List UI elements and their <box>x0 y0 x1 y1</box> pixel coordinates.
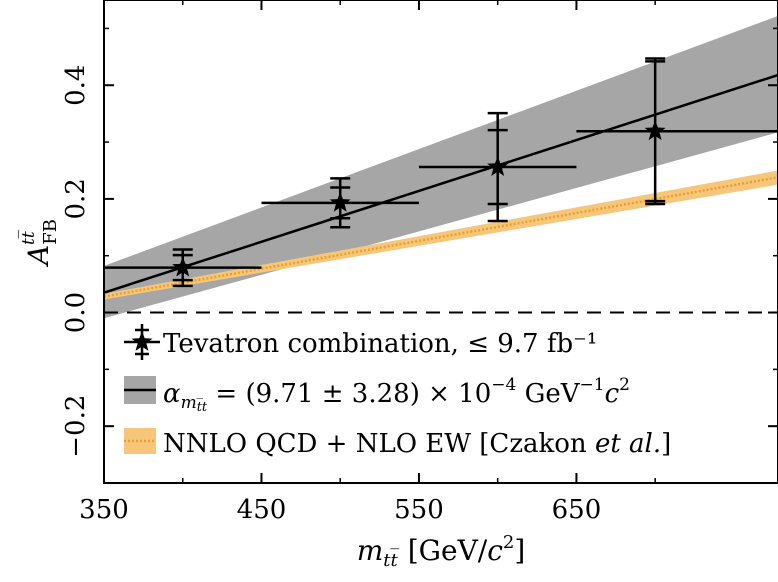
y-tick-label: 0.2 <box>61 178 91 219</box>
legend-label-tevatron: Tevatron combination, ≤ 9.7 fb⁻¹ <box>163 329 597 359</box>
data-point-2 <box>418 111 577 223</box>
band-series-2 <box>104 170 778 300</box>
legend-marker-tevatron <box>124 324 160 360</box>
data-point-0 <box>104 248 262 288</box>
plot-frame <box>103 0 778 484</box>
data-point-1 <box>261 177 419 229</box>
star-marker <box>487 156 509 176</box>
line-series-1 <box>104 73 778 294</box>
legend-marker-nnlo <box>124 428 156 454</box>
x-tick-label: 650 <box>552 495 602 525</box>
star-marker <box>172 256 194 277</box>
y-axis-label: AFBtt̅ <box>17 219 61 268</box>
data-points <box>104 57 778 288</box>
x-ticks: 350 450 550 650 <box>79 0 656 525</box>
legend-label-fit: αmt̅t = (9.71 ± 3.28) × 10−4 GeV−1c2 <box>163 375 630 415</box>
lines <box>104 73 778 314</box>
y-ticks: −0.2 0.0 0.2 0.4 <box>61 27 778 484</box>
star-marker <box>329 191 351 212</box>
star-marker <box>644 120 666 141</box>
legend-label-nnlo: NNLO QCD + NLO EW [Czakon et al.] <box>163 429 671 459</box>
y-tick-label: −0.2 <box>61 395 91 458</box>
y-tick-label: 0.0 <box>61 292 91 333</box>
legend-marker-fit <box>124 376 156 404</box>
x-axis-label: mtt̅ [GeV/c2] <box>357 532 526 571</box>
x-tick-label: 550 <box>394 495 444 525</box>
legend: Tevatron combination, ≤ 9.7 fb⁻¹ αmt̅t =… <box>124 324 671 459</box>
y-tick-label: 0.4 <box>61 65 91 106</box>
x-tick-label: 450 <box>237 495 287 525</box>
x-tick-label: 350 <box>79 495 129 525</box>
data-point-3 <box>576 57 778 206</box>
svg-text:AFBtt̅: AFBtt̅ <box>17 219 61 268</box>
